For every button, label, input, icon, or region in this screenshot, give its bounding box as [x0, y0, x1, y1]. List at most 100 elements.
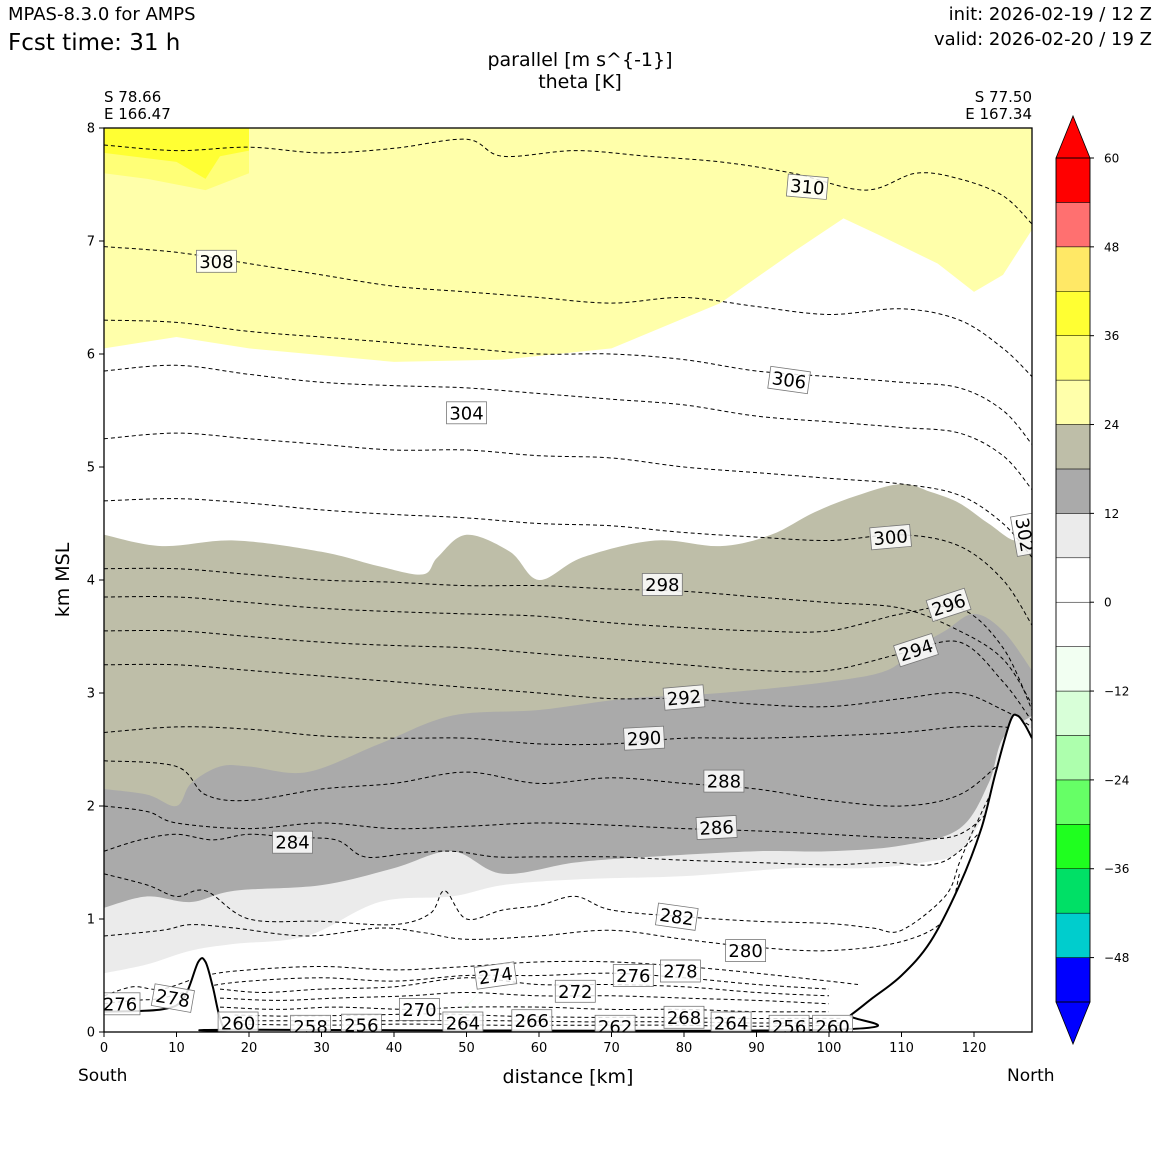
theta-contour-292 [104, 663, 1032, 728]
colorbar-bin [1055, 601, 1091, 647]
theta-label-288: 288 [703, 769, 745, 793]
theta-label-text: 260 [221, 1014, 255, 1035]
y-tick-label: 3 [87, 687, 95, 702]
theta-label-278: 278 [150, 983, 195, 1013]
theta-label-282: 282 [655, 902, 699, 931]
theta-contour-274 [219, 977, 830, 997]
theta-label-text: 258 [293, 1017, 327, 1038]
theta-label-text: 300 [873, 526, 909, 550]
x-tick-label: 70 [603, 1041, 620, 1056]
theta-label-258: 258 [290, 1014, 332, 1038]
x-tick-label: 110 [889, 1041, 914, 1056]
theta-label-text: 276 [103, 994, 137, 1015]
theta-label-text: 292 [666, 687, 702, 711]
theta-contour-288 [104, 737, 1032, 807]
theta-label-text: 260 [815, 1017, 849, 1038]
x-tick-label: 50 [458, 1041, 475, 1056]
theta-contour-306 [104, 319, 1032, 445]
colorbar-bin [1055, 424, 1091, 470]
theta-label-274: 274 [473, 961, 518, 990]
colorbar-bin [1055, 513, 1091, 559]
y-tick-label: 1 [87, 913, 95, 928]
theta-label-276: 276 [612, 964, 654, 987]
theta-label-280: 280 [725, 939, 766, 962]
y-tick-label: 2 [87, 800, 95, 815]
chart-title: parallel [m s^{-1}] [487, 49, 673, 71]
wind-region-36-42 [104, 128, 249, 179]
theta-label-260: 260 [812, 1014, 853, 1038]
y-tick-label: 8 [87, 122, 95, 137]
theta-label-text: 288 [707, 772, 741, 793]
x-tick-label: 120 [962, 1041, 987, 1056]
theta-contour-294 [104, 629, 1032, 722]
chart-subtitle: theta [K] [538, 71, 622, 93]
north-direction-label: North [1007, 1066, 1055, 1086]
theta-label-text: 256 [344, 1016, 378, 1037]
theta-label-text: 306 [770, 368, 807, 394]
theta-label-264: 264 [710, 1011, 752, 1032]
theta-label-260: 260 [217, 1011, 259, 1035]
theta-label-text: 282 [658, 905, 695, 931]
colorbar-bin [1055, 291, 1091, 336]
theta-label-310: 310 [785, 173, 829, 200]
colorbar-extend-max [1055, 114, 1091, 159]
x-tick-label: 40 [386, 1041, 403, 1056]
theta-label-text: 272 [558, 982, 592, 1003]
theta-label-290: 290 [623, 725, 666, 751]
colorbar-bin [1055, 157, 1091, 203]
theta-label-270: 270 [398, 998, 440, 1021]
theta-label-text: 284 [275, 833, 309, 854]
colorbar-bin [1055, 379, 1091, 425]
colorbar-tick-label: 48 [1104, 240, 1119, 254]
theta-label-text: 304 [449, 403, 483, 424]
theta-label-308: 308 [195, 249, 237, 273]
theta-contour-272 [219, 991, 830, 1005]
theta-contour-304 [104, 364, 1032, 490]
theta-label-text: 266 [515, 1011, 549, 1032]
y-tick-label: 5 [87, 461, 95, 476]
valid-time: valid: 2026-02-20 / 19 Z [934, 29, 1152, 50]
colorbar-tick-label: −24 [1104, 773, 1129, 787]
theta-label-text: 262 [598, 1017, 632, 1038]
theta-label-text: 298 [645, 575, 679, 596]
colorbar-tick-label: 0 [1104, 596, 1112, 610]
y-tick-label: 0 [87, 1026, 95, 1041]
theta-label-284: 284 [272, 830, 313, 854]
x-tick-label: 30 [313, 1041, 330, 1056]
left-endpoint-lon: E 166.47 [104, 105, 171, 123]
colorbar-tick-label: 12 [1104, 507, 1119, 521]
theta-contour-298 [104, 567, 1032, 705]
model-name: MPAS-8.3.0 for AMPS [8, 4, 196, 25]
y-axis-label: km MSL [52, 542, 74, 617]
theta-label-text: 264 [446, 1014, 480, 1035]
theta-label-text: 256 [772, 1017, 806, 1038]
theta-label-text: 308 [199, 252, 233, 273]
wind-region-0-6 [104, 726, 1032, 1032]
theta-label-text: 310 [789, 176, 825, 200]
x-tick-label: 0 [100, 1041, 108, 1056]
right-endpoint-lat: S 77.50 [974, 88, 1032, 106]
colorbar-bin [1055, 557, 1091, 603]
x-tick-label: 20 [241, 1041, 258, 1056]
colorbar-tick-label: −48 [1104, 951, 1129, 965]
colorbar-bin [1055, 779, 1091, 825]
colorbar-tick-label: 36 [1104, 329, 1119, 343]
theta-contour-282 [104, 743, 1032, 933]
colorbar-bin [1055, 824, 1091, 869]
theta-label-text: 280 [728, 941, 762, 962]
colorbar-tick-label: −36 [1104, 862, 1129, 876]
theta-label-298: 298 [641, 573, 683, 596]
theta-label-262: 262 [594, 1014, 636, 1038]
terrain-fill [104, 714, 1032, 1032]
theta-label-306: 306 [767, 365, 811, 395]
theta-label-text: 268 [667, 1008, 701, 1029]
theta-label-text: 274 [477, 964, 514, 990]
colorbar-bin [1055, 957, 1091, 1003]
left-endpoint-lat: S 78.66 [104, 88, 162, 106]
forecast-time: Fcst time: 31 h [8, 30, 181, 56]
x-tick-label: 90 [748, 1041, 765, 1056]
colorbar-bin [1055, 912, 1091, 958]
x-axis-label: distance [km] [503, 1066, 634, 1088]
y-tick-label: 4 [87, 574, 95, 589]
theta-label-text: 286 [699, 817, 734, 840]
